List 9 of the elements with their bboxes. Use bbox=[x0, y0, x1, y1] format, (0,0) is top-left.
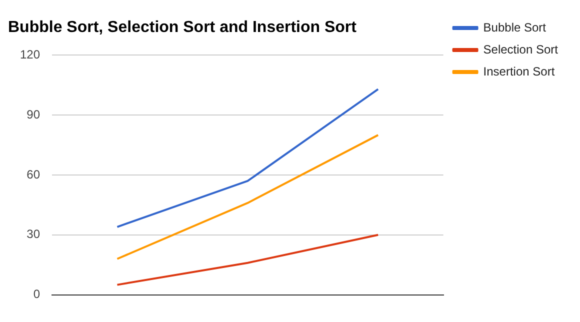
legend-label: Insertion Sort bbox=[483, 64, 556, 78]
legend-label: Bubble Sort bbox=[483, 20, 547, 34]
y-tick-label: 90 bbox=[26, 107, 40, 122]
y-tick-label: 0 bbox=[33, 287, 40, 302]
chart-title: Bubble Sort, Selection Sort and Insertion Sort bbox=[8, 19, 358, 36]
y-tick-label: 30 bbox=[26, 227, 40, 242]
y-tick-label: 120 bbox=[20, 48, 40, 62]
legend-label: Selection Sort bbox=[483, 42, 559, 56]
y-tick-label: 60 bbox=[26, 167, 40, 182]
